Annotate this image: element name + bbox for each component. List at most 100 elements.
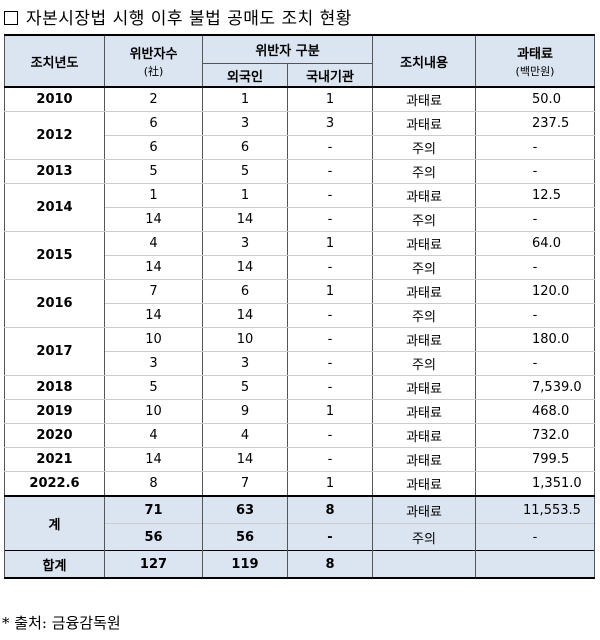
total-row: 합계 127 119 8	[4, 550, 596, 579]
fine-value: 237.5	[532, 116, 570, 131]
domestic-cell: 3	[286, 111, 374, 136]
fine-cell: -	[475, 523, 596, 551]
enforcement-table: 조치년도 위반자수 (社) 위반자 구분 조치내용 과태료 (백만원) 외국인 …	[4, 34, 596, 579]
fine-value: 64.0	[532, 236, 561, 251]
foreign-cell: 119	[202, 550, 288, 579]
fine-cell: 50.0	[475, 86, 596, 112]
foreign-cell: 14	[202, 207, 288, 232]
fine-value: 799.5	[532, 452, 570, 467]
count-cell: 4	[104, 231, 203, 256]
domestic-cell: 1	[286, 399, 374, 424]
subtotal-row: 56 56 - 주의 -	[5, 523, 596, 551]
domestic-cell: -	[286, 183, 374, 208]
table-row: 2014 1 1 - 과태료 12.5	[4, 183, 596, 232]
domestic-cell: -	[286, 523, 374, 551]
foreign-cell: 7	[202, 471, 288, 497]
table-row: 3 3 - 주의 -	[5, 351, 596, 376]
fine-cell: 799.5	[475, 447, 596, 472]
fine-cell: 468.0	[475, 399, 596, 424]
fine-value: -	[532, 260, 538, 275]
fine-value: -	[532, 212, 538, 227]
title-text: 자본시장법 시행 이후 불법 공매도 조치 현황	[26, 9, 352, 29]
foreign-cell: 6	[202, 279, 288, 304]
table-row: 14 14 - 주의 -	[5, 255, 596, 280]
count-cell: 5	[104, 159, 203, 184]
count-cell: 14	[104, 447, 203, 472]
table-row: 2012 6 3 3 과태료 237.5	[4, 111, 596, 160]
count-cell: 71	[104, 495, 203, 524]
action-cell: 주의	[372, 523, 477, 551]
fine-cell: 12.5	[475, 183, 596, 208]
foreign-cell: 1	[202, 86, 288, 112]
domestic-cell: -	[286, 447, 374, 472]
count-cell: 14	[104, 303, 203, 328]
count-cell: 127	[104, 550, 203, 579]
table-row: 2019 10 9 1 과태료 468.0	[4, 399, 596, 424]
fine-cell: -	[475, 159, 596, 184]
count-cell: 56	[104, 523, 203, 551]
domestic-cell: -	[286, 375, 374, 400]
domestic-cell: -	[286, 303, 374, 328]
domestic-cell: 1	[286, 86, 374, 112]
count-cell: 4	[104, 423, 203, 448]
fine-value: 1,351.0	[532, 476, 582, 491]
fine-value: -	[532, 308, 538, 323]
action-cell: 과태료	[372, 399, 477, 424]
table-row: 2017 10 10 - 과태료 180.0	[4, 327, 596, 376]
foreign-cell: 5	[202, 375, 288, 400]
year-cell: 2021	[4, 447, 105, 472]
count-cell: 1	[104, 183, 203, 208]
foreign-cell: 14	[202, 255, 288, 280]
fine-cell: 7,539.0	[475, 375, 596, 400]
fine-cell: -	[475, 207, 596, 232]
fine-value: -	[532, 356, 538, 371]
header-violators-unit: (社)	[143, 65, 164, 78]
header-domestic: 국내기관	[286, 63, 374, 88]
foreign-cell: 14	[202, 303, 288, 328]
domestic-cell: -	[286, 207, 374, 232]
page-title: 자본시장법 시행 이후 불법 공매도 조치 현황	[4, 4, 352, 29]
table-row: 2021 14 14 - 과태료 799.5	[4, 447, 596, 472]
year-cell: 2013	[4, 159, 105, 184]
fine-value: 732.0	[532, 428, 570, 443]
total-label: 합계	[4, 550, 105, 579]
header-action: 조치내용	[372, 34, 477, 88]
fine-cell: 732.0	[475, 423, 596, 448]
header-fine-label: 과태료	[517, 47, 553, 62]
fine-cell: -	[475, 255, 596, 280]
count-cell: 6	[104, 111, 203, 136]
foreign-cell: 4	[202, 423, 288, 448]
foreign-cell: 56	[202, 523, 288, 551]
count-cell: 6	[104, 135, 203, 160]
table-row: 2022.6 8 7 1 과태료 1,351.0	[4, 471, 596, 497]
checkbox-square-icon	[4, 11, 18, 25]
action-cell: 주의	[372, 351, 477, 376]
count-cell: 7	[104, 279, 203, 304]
domestic-cell: 8	[286, 550, 374, 579]
fine-value: 50.0	[532, 92, 561, 107]
fine-cell: 120.0	[475, 279, 596, 304]
action-cell: 과태료	[372, 495, 477, 524]
foreign-cell: 9	[202, 399, 288, 424]
count-cell: 10	[104, 327, 203, 352]
domestic-cell: 8	[286, 495, 374, 524]
table-row: 6 6 - 주의 -	[5, 135, 596, 160]
year-cell: 2017	[4, 327, 105, 376]
foreign-cell: 3	[202, 111, 288, 136]
fine-cell: 64.0	[475, 231, 596, 256]
header-violators-label: 위반자수	[129, 47, 178, 62]
fine-value: 180.0	[532, 332, 570, 347]
fine-cell: -	[475, 351, 596, 376]
domestic-cell: -	[286, 159, 374, 184]
foreign-cell: 63	[202, 495, 288, 524]
header-fine-unit: (백만원)	[515, 65, 555, 78]
foreign-cell: 3	[202, 231, 288, 256]
header-type: 위반자 구분	[201, 34, 374, 64]
domestic-cell: -	[286, 135, 374, 160]
fine-value: 120.0	[532, 284, 570, 299]
action-cell: 과태료	[372, 423, 477, 448]
year-cell: 2019	[4, 399, 105, 424]
count-cell: 5	[104, 375, 203, 400]
foreign-cell: 5	[202, 159, 288, 184]
year-cell: 2020	[4, 423, 105, 448]
